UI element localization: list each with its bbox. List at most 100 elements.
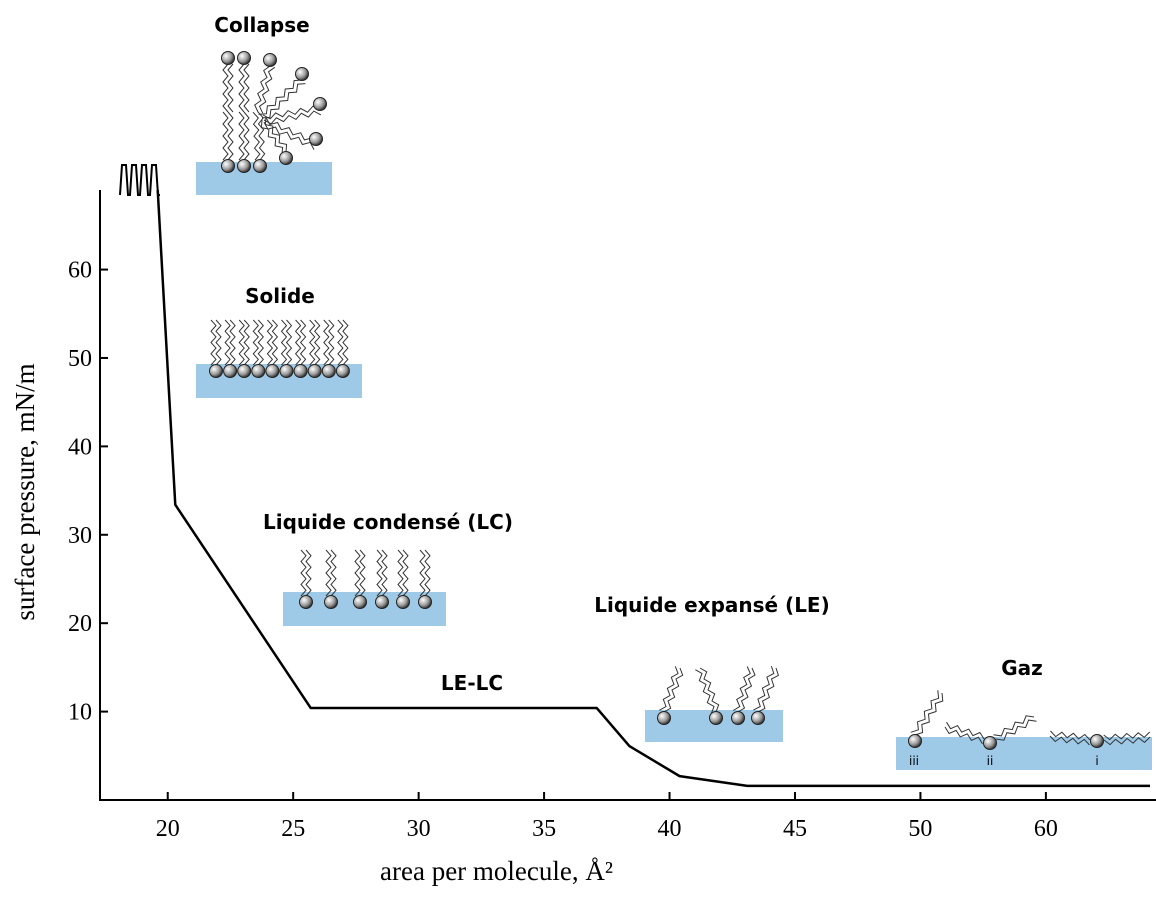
lipid-tail xyxy=(299,319,307,366)
lipid-head xyxy=(983,736,997,750)
phase-label: ii xyxy=(987,754,994,768)
lipid-tail xyxy=(342,319,349,366)
lipid-tail xyxy=(753,665,775,711)
lipid-tail xyxy=(695,669,715,714)
lipid-head xyxy=(237,364,252,378)
phase-label: Gaz xyxy=(1001,656,1043,680)
lipid-tail xyxy=(946,721,985,740)
phase-label: LE-LC xyxy=(441,671,503,695)
lipid-head xyxy=(279,151,293,165)
lipid-tail xyxy=(1049,735,1090,746)
lipid-tail xyxy=(995,719,1037,741)
lipid-tail xyxy=(914,692,944,736)
lipid-tail xyxy=(732,666,751,711)
x-tick-label: 20 xyxy=(156,816,180,842)
lipid-head xyxy=(237,159,251,173)
lipid-tail xyxy=(305,549,312,597)
lipid-tail xyxy=(264,116,288,153)
isotherm-line xyxy=(156,189,1150,788)
lipid-tail xyxy=(271,319,279,366)
y-axis-label: surface pressure, mN/m xyxy=(10,363,40,620)
y-tick-label: 50 xyxy=(68,346,92,372)
lipid-tail xyxy=(222,63,229,113)
lipid-tail xyxy=(309,319,316,366)
lipid-tail xyxy=(328,319,335,366)
lipid-head xyxy=(375,595,389,609)
lipid-head xyxy=(209,364,223,378)
lipid-tail xyxy=(419,549,426,597)
lipid-tail xyxy=(252,319,259,366)
x-tick-label: 35 xyxy=(532,816,556,842)
lipid-head xyxy=(396,595,410,609)
lipid-tail xyxy=(227,63,234,113)
lipid-head xyxy=(731,711,745,725)
lipid-tail xyxy=(210,319,217,366)
lipid-tail xyxy=(215,319,222,366)
x-tick-label: 30 xyxy=(407,816,431,842)
lipid-tail xyxy=(262,105,321,120)
lipid-tail xyxy=(737,667,756,713)
illustrations xyxy=(196,51,1152,770)
lipid-tail xyxy=(243,63,250,113)
lipid-tail xyxy=(265,117,317,146)
phase-label: i xyxy=(1095,754,1098,768)
lipid-tail xyxy=(757,667,780,713)
lipid-head xyxy=(1090,734,1104,748)
x-tick-label: 25 xyxy=(281,816,305,842)
lipid-tail xyxy=(266,319,274,366)
lipid-head xyxy=(221,51,235,65)
lipid-tail xyxy=(402,549,409,597)
lipid-tail xyxy=(300,549,307,597)
lipid-tail xyxy=(337,319,344,366)
lipid-tail xyxy=(254,65,271,113)
lipid-tail xyxy=(238,63,245,113)
lipid-tail xyxy=(263,121,315,150)
x-tick-label: 45 xyxy=(783,816,807,842)
lipid-head xyxy=(418,595,432,609)
lipid-tail xyxy=(229,319,236,366)
lipid-head xyxy=(307,364,322,378)
lipid-tail xyxy=(257,111,266,161)
phase-label: Collapse xyxy=(214,13,309,37)
lipid-head xyxy=(279,364,294,378)
y-tick-label: 10 xyxy=(68,700,92,726)
lipid-tail xyxy=(330,549,337,597)
lipid-tail xyxy=(285,319,293,366)
x-tick-label: 40 xyxy=(658,816,682,842)
phase-label: Liquide condensé (LC) xyxy=(263,510,513,534)
phase-label: iii xyxy=(909,754,919,768)
lipid-tail xyxy=(993,715,1035,737)
lipid-tail xyxy=(222,111,229,161)
lipid-tail xyxy=(1050,730,1091,741)
lipid-head xyxy=(299,595,313,609)
lipid-tail xyxy=(243,111,250,161)
lipid-tail xyxy=(257,319,264,366)
lipid-tail xyxy=(424,549,431,597)
lipid-tail xyxy=(238,111,245,161)
lipid-tail xyxy=(314,319,321,366)
lipid-head xyxy=(335,364,350,378)
lipid-tail xyxy=(944,726,983,745)
lipid-head xyxy=(657,711,671,725)
phase-label: Solide xyxy=(245,284,315,308)
lipid-tail xyxy=(227,111,234,161)
x-axis-label: area per molecule, Å² xyxy=(380,856,613,886)
lipid-tail xyxy=(1103,736,1151,746)
lipid-tail xyxy=(910,690,940,733)
lipid-tail xyxy=(260,119,284,156)
lipid-head xyxy=(324,595,338,609)
lipid-head xyxy=(313,97,327,111)
lipid-tail xyxy=(354,549,361,597)
y-tick-label: 20 xyxy=(68,611,92,637)
lipid-head xyxy=(251,364,266,378)
lipid-head xyxy=(265,364,280,378)
lipid-tail xyxy=(397,549,404,597)
lipid-tail xyxy=(258,79,303,115)
lipid-tail xyxy=(325,549,332,597)
lipid-head xyxy=(309,132,323,146)
lipid-head xyxy=(221,159,235,173)
lipid-tail xyxy=(263,110,322,125)
lipid-tail xyxy=(323,319,330,366)
